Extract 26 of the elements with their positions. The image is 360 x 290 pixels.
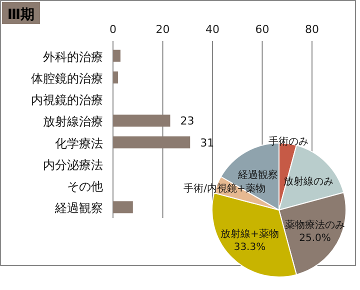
- x-tick-label: 80: [305, 23, 319, 36]
- y-tick-label: 体腔鏡的治療: [31, 71, 103, 86]
- data-label: 23: [180, 114, 194, 128]
- y-tick-label: 外科的治療: [43, 50, 103, 64]
- bar: [113, 71, 118, 84]
- bar: [113, 114, 170, 127]
- x-tick-label: 40: [206, 23, 220, 36]
- data-label: 25.0%: [299, 233, 331, 244]
- data-label: 33.3%: [234, 242, 266, 253]
- bar: [113, 50, 120, 62]
- chart-title: Ⅲ期: [7, 7, 35, 23]
- x-tick-label: 20: [156, 23, 170, 36]
- slice-label: 手術/内視鏡+薬物: [184, 182, 266, 195]
- y-tick-label: 内分泌療法: [43, 158, 103, 172]
- x-tick-label: 60: [255, 23, 270, 36]
- slice-label: 経過観察: [237, 169, 278, 182]
- bar: [113, 201, 133, 214]
- y-tick-label: 化学療法: [55, 136, 103, 150]
- slice-label: 放射線+薬物: [220, 228, 279, 240]
- y-tick-label: 放射線治療: [43, 114, 103, 129]
- data-label: 31: [200, 136, 214, 150]
- y-tick-label: その他: [67, 180, 103, 194]
- x-tick-label: 0: [110, 23, 116, 36]
- y-tick-label: 内視鏡的治療: [31, 93, 103, 108]
- y-tick-label: 経過観察: [54, 201, 103, 216]
- bar: [113, 136, 190, 148]
